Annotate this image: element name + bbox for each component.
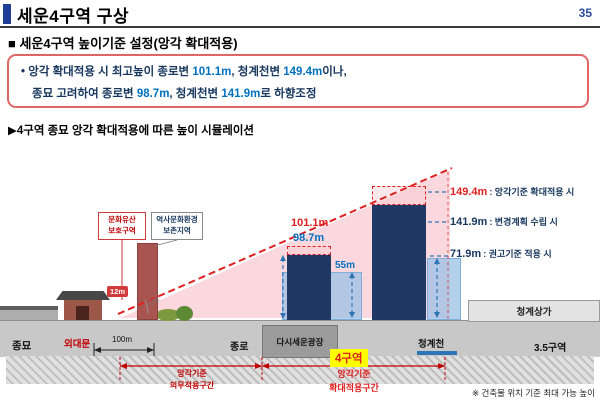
callout-line2: 종묘 고려하여 종로변 98.7m, 청계천변 141.9m로 하향조정 [32, 84, 575, 106]
sight-angle-shaded-area [120, 170, 450, 318]
historic-environment-zone-label: 역사문화환경 보존지역 [151, 212, 203, 240]
page-number: 35 [578, 6, 592, 20]
legend-row-recommended: 71.9m : 권고기준 적용 시 [450, 247, 552, 260]
legend-value-719: 71.9m [450, 248, 482, 260]
expanded-span-line2: 확대적용구간 [329, 382, 379, 393]
plaza-block: 다시세운광장 [262, 325, 338, 358]
angle-label: 27° [147, 298, 160, 307]
callout-line1-text-c: 이나, [322, 66, 347, 78]
heritage-zone-line2: 보호구역 [108, 226, 136, 235]
district4-label: 4구역 [330, 349, 368, 367]
legend-label-revised: : 변경계획 수립 시 [489, 217, 558, 227]
tree-icon [156, 309, 180, 321]
callout-line2-text-b: , 청계천변 [169, 87, 222, 100]
cheonggye-side-building [372, 205, 426, 320]
callout-line1-value1: 101.1m [192, 66, 232, 78]
jongno-label: 종로 [230, 342, 249, 353]
title-accent-bar [3, 4, 11, 24]
expanded-span-label: 앙각기준 확대적용구간 [296, 368, 412, 395]
tree-icon [176, 306, 193, 321]
legend-value-1494: 149.4m [450, 186, 488, 198]
callout-line1-text-b: , 청계천변 [231, 66, 284, 78]
callout-line2-value2: 141.9m [221, 87, 261, 100]
jongno-side-building [287, 255, 331, 320]
legend-leader-lines [428, 191, 449, 257]
cheonggye-sangga-block: 청계상가 [468, 300, 600, 322]
callout-line1-value2: 149.4m [283, 66, 323, 78]
height-measure-arrows [280, 255, 440, 319]
legend-value-1419: 141.9m [450, 216, 488, 228]
mandatory-span-line2: 의무적용구간 [169, 381, 215, 390]
mandatory-span-label: 앙각기준 의무적용구간 [146, 368, 238, 392]
callout-bullet: • [21, 66, 26, 78]
height-987-label: 98.7m [293, 232, 325, 244]
ground-hatch [6, 356, 594, 384]
callout-line2-value1: 98.7m [136, 87, 170, 100]
angle-arc [144, 300, 149, 315]
height-101-label: 101.1m [291, 217, 329, 229]
callout-line2-text-a: 종묘 고려하여 종로변 [32, 87, 137, 100]
jongmyo-label: 종묘 [12, 340, 32, 352]
jongmyo-wall-illustration [0, 306, 58, 320]
cheonggye-side-extension-dashed [372, 186, 426, 205]
oedaemun-label: 외대문 [64, 339, 91, 350]
legend-label-expanded: : 앙각기준 확대적용 시 [489, 187, 575, 197]
expanded-span-line1: 앙각기준 [337, 369, 371, 379]
legend-label-recommended: : 권고기준 적용 시 [483, 249, 552, 259]
callout-line1: • 앙각 확대적용 시 최고높이 종로변 101.1m, 청계천변 149.4m… [21, 62, 575, 84]
heritage-protection-zone-label: 문화유산 보호구역 [98, 212, 146, 240]
oedaemun-gate-roof [56, 291, 110, 300]
sangga-label: 청계상가 [516, 307, 552, 318]
callout-line1-text-a: 앙각 확대적용 시 최고높이 종로변 [28, 66, 193, 78]
historic-zone-line1: 역사문화환경 [156, 215, 198, 225]
cheonggyecheon-label: 청계천 [418, 339, 445, 350]
jongno-side-extension-dashed [287, 246, 331, 255]
heritage-zone-line1: 문화유산 [108, 215, 136, 225]
height-71m-block [427, 258, 461, 320]
summary-callout-box: • 앙각 확대적용 시 최고높이 종로변 101.1m, 청계천변 149.4m… [7, 54, 589, 108]
mandatory-span-line1: 앙각기준 [177, 369, 207, 378]
cheonggyecheon-water [417, 351, 457, 355]
historic-zone-line2: 보존지역 [163, 226, 191, 235]
footnote: ※ 건축물 위치 기준 최대 가능 높이 [472, 388, 595, 398]
section-heading: ■ 세운4구역 높이기준 설정(앙각 확대적용) [8, 36, 238, 51]
gate-height-tag: 12m [107, 286, 129, 297]
oedaemun-gate-door [76, 306, 89, 320]
distance-100m-label: 100m [112, 335, 133, 344]
sight-angle-line [117, 167, 453, 315]
height-55-label: 55m [335, 260, 356, 271]
district35-label: 3.5구역 [534, 343, 567, 354]
callout-line2-text-c: 로 하향조정 [260, 87, 317, 100]
simulation-caption: ▶4구역 종묘 앙각 확대적용에 따른 높이 시뮬레이션 [8, 125, 255, 137]
legend-row-revised: 141.9m : 변경계획 수립 시 [450, 215, 558, 228]
legend-row-expanded: 149.4m : 앙각기준 확대적용 시 [450, 185, 574, 198]
plaza-label: 다시세운광장 [276, 336, 324, 347]
preservation-zone-building [137, 243, 158, 320]
page-title: 세운4구역 구상 [17, 7, 130, 26]
measure-100m [93, 343, 155, 356]
title-divider [0, 26, 600, 28]
